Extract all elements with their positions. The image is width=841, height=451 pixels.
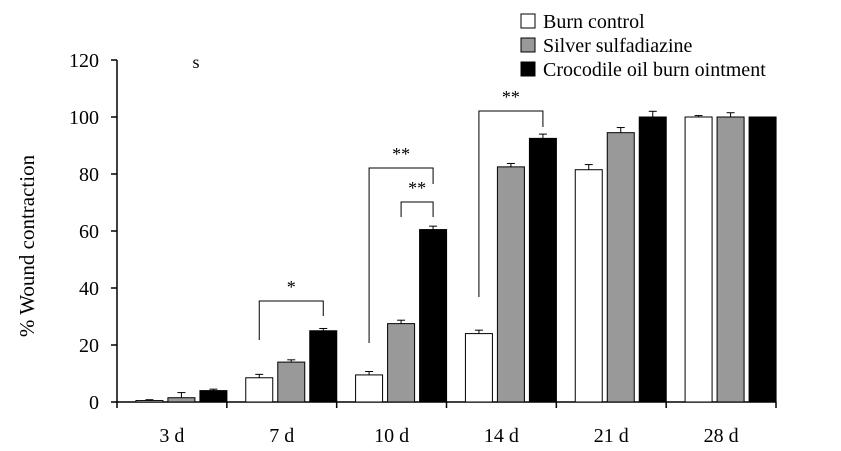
significance-bracket — [368, 167, 434, 343]
bar-silver-sulfadiazine-28d — [716, 116, 745, 403]
y-tick-label: 20 — [79, 335, 99, 357]
bar-silver-sulfadiazine-10d — [387, 323, 416, 403]
x-tick-label: 28 d — [704, 425, 739, 447]
x-tick-label: 14 d — [484, 425, 519, 447]
bar-burn-control-28d — [684, 116, 713, 403]
legend-label: Crocodile oil burn ointment — [543, 59, 766, 81]
y-tick-label: 0 — [89, 392, 99, 414]
legend-swatch — [520, 61, 536, 77]
x-tick-label: 10 d — [374, 425, 409, 447]
significance-label: * — [287, 277, 296, 297]
bar-burn-control-10d — [355, 374, 384, 403]
y-tick-label: 80 — [79, 164, 99, 186]
bar-silver-sulfadiazine-7d — [277, 361, 306, 403]
legend-swatch — [520, 37, 536, 53]
x-tick-label: 21 d — [594, 425, 629, 447]
bar-silver-sulfadiazine-14d — [496, 166, 525, 403]
bar-crocodile-oil-burn-ointment-21d — [638, 116, 667, 403]
bar-burn-control-7d — [245, 377, 274, 403]
significance-label: ** — [502, 87, 520, 107]
x-tick-label: 3 d — [159, 425, 184, 447]
y-tick-label: 40 — [79, 278, 99, 300]
x-tick-label: 7 d — [269, 425, 294, 447]
y-tick-label: 120 — [69, 50, 99, 72]
stray-mark-text: s — [192, 52, 199, 72]
bar-crocodile-oil-burn-ointment-14d — [528, 137, 557, 403]
y-tick-label: 100 — [69, 107, 99, 129]
legend-label: Silver sulfadiazine — [543, 35, 693, 57]
y-tick-label: 60 — [79, 221, 99, 243]
significance-bracket — [400, 201, 434, 217]
bar-crocodile-oil-burn-ointment-10d — [419, 229, 448, 403]
significance-label: ** — [392, 144, 410, 164]
legend-swatch — [520, 13, 536, 29]
bar-silver-sulfadiazine-3d — [167, 397, 196, 403]
bar-burn-control-14d — [464, 333, 493, 403]
legend-label: Burn control — [543, 11, 645, 33]
bar-crocodile-oil-burn-ointment-7d — [309, 330, 338, 403]
bar-burn-control-3d — [135, 400, 164, 403]
bar-crocodile-oil-burn-ointment-28d — [748, 116, 777, 403]
bar-burn-control-21d — [574, 169, 603, 403]
significance-bracket — [478, 110, 544, 297]
y-axis-title: % Wound contraction — [15, 154, 39, 337]
significance-bracket — [258, 300, 324, 340]
bar-crocodile-oil-burn-ointment-3d — [199, 390, 228, 403]
significance-label: ** — [408, 178, 426, 198]
bar-silver-sulfadiazine-21d — [606, 132, 635, 403]
